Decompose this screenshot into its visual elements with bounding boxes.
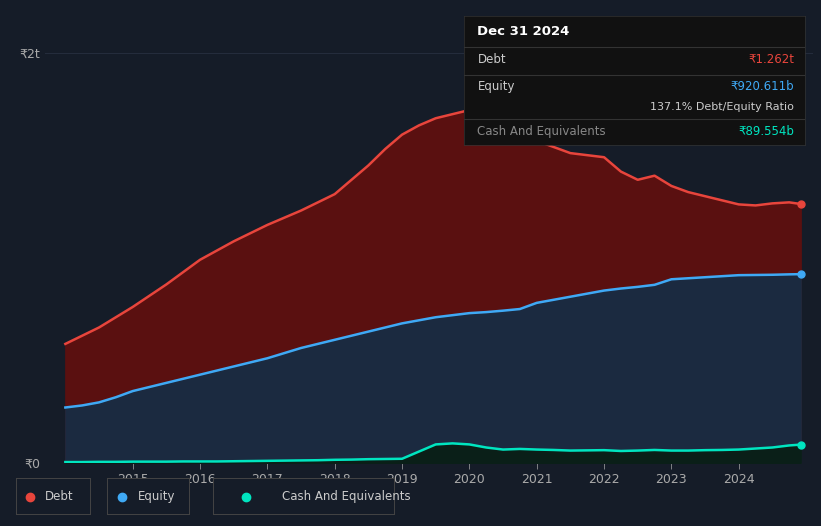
Text: Cash And Equivalents: Cash And Equivalents: [478, 125, 606, 138]
Text: ₹920.611b: ₹920.611b: [731, 80, 795, 93]
Text: Dec 31 2024: Dec 31 2024: [478, 25, 570, 38]
Text: Cash And Equivalents: Cash And Equivalents: [282, 490, 410, 502]
Text: Equity: Equity: [138, 490, 176, 502]
Text: Debt: Debt: [478, 53, 506, 66]
Text: ₹89.554b: ₹89.554b: [738, 125, 795, 138]
Text: ₹1.262t: ₹1.262t: [749, 53, 795, 66]
Text: Debt: Debt: [44, 490, 73, 502]
Text: Equity: Equity: [478, 80, 515, 93]
Text: 137.1% Debt/Equity Ratio: 137.1% Debt/Equity Ratio: [650, 102, 795, 112]
